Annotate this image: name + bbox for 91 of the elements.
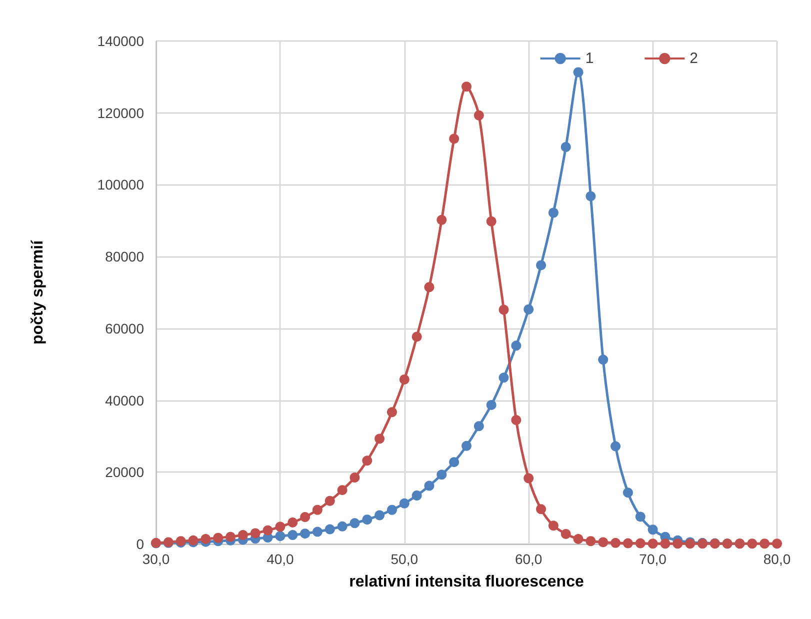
point bbox=[586, 536, 596, 546]
point bbox=[250, 528, 260, 538]
point bbox=[412, 332, 422, 342]
point bbox=[386, 504, 397, 515]
y-axis-title: počty spermií bbox=[30, 240, 46, 345]
point bbox=[462, 82, 472, 92]
point bbox=[424, 480, 434, 491]
y-tick-label: 80000 bbox=[105, 248, 144, 265]
y-tick-label: 140000 bbox=[97, 33, 144, 49]
point bbox=[536, 504, 546, 514]
point bbox=[498, 304, 509, 315]
point bbox=[586, 191, 596, 202]
point bbox=[449, 134, 460, 144]
point bbox=[524, 304, 534, 314]
x-tick-label: 70,0 bbox=[639, 551, 667, 567]
point bbox=[275, 522, 286, 532]
legend-label: 1 bbox=[585, 50, 594, 67]
x-tick-label: 50,0 bbox=[390, 551, 418, 567]
point bbox=[772, 538, 782, 549]
point bbox=[312, 526, 322, 537]
point bbox=[350, 518, 360, 528]
point bbox=[622, 538, 633, 548]
point bbox=[660, 538, 670, 549]
point bbox=[226, 532, 236, 542]
point bbox=[213, 532, 224, 543]
point bbox=[324, 524, 335, 534]
y-tick-label: 20000 bbox=[105, 464, 144, 480]
point bbox=[648, 538, 658, 549]
point bbox=[362, 514, 372, 525]
point bbox=[610, 538, 621, 548]
point bbox=[436, 470, 447, 480]
point bbox=[399, 498, 410, 508]
point bbox=[524, 473, 534, 484]
y-tick-label: 60000 bbox=[105, 320, 144, 336]
point bbox=[374, 434, 385, 444]
point bbox=[498, 372, 509, 383]
point bbox=[337, 521, 348, 532]
point bbox=[511, 340, 522, 351]
point bbox=[300, 528, 310, 539]
point bbox=[312, 504, 322, 515]
point bbox=[462, 440, 472, 451]
point bbox=[598, 537, 608, 548]
point bbox=[362, 456, 372, 466]
y-tick-label: 100000 bbox=[97, 176, 144, 193]
point bbox=[486, 216, 496, 226]
x-axis-title: relativní intensita fluorescence bbox=[349, 574, 584, 590]
point bbox=[262, 525, 273, 536]
point bbox=[548, 520, 558, 531]
point bbox=[238, 530, 248, 540]
point bbox=[436, 214, 447, 225]
point bbox=[386, 407, 397, 418]
point bbox=[536, 260, 546, 270]
point bbox=[610, 441, 621, 452]
y-tick-label: 40000 bbox=[105, 392, 144, 408]
point bbox=[449, 457, 460, 468]
x-tick-label: 80,0 bbox=[763, 551, 791, 567]
point bbox=[573, 534, 584, 544]
point bbox=[573, 67, 584, 78]
point bbox=[399, 374, 410, 384]
x-tick-label: 30,0 bbox=[142, 551, 170, 567]
y-tick-label: 0 bbox=[136, 536, 144, 552]
point bbox=[200, 534, 211, 544]
point bbox=[635, 538, 646, 548]
point bbox=[337, 485, 348, 496]
point bbox=[747, 538, 758, 549]
point bbox=[635, 512, 646, 522]
point bbox=[474, 421, 484, 432]
y-tick-label: 120000 bbox=[97, 104, 144, 121]
point bbox=[324, 496, 335, 506]
x-tick-label: 40,0 bbox=[266, 551, 294, 567]
point bbox=[486, 400, 496, 410]
point bbox=[760, 538, 770, 549]
point bbox=[350, 472, 360, 483]
point bbox=[672, 538, 683, 549]
point bbox=[622, 488, 633, 498]
point bbox=[300, 512, 310, 522]
point bbox=[474, 110, 484, 120]
point bbox=[560, 142, 571, 152]
point bbox=[275, 531, 286, 542]
point bbox=[598, 354, 608, 365]
x-tick-label: 60,0 bbox=[514, 551, 542, 567]
point bbox=[288, 530, 298, 540]
legend-label: 2 bbox=[690, 50, 698, 67]
point bbox=[648, 524, 658, 535]
point bbox=[560, 528, 571, 539]
point bbox=[412, 490, 422, 500]
point bbox=[511, 415, 522, 426]
point bbox=[374, 510, 385, 520]
point bbox=[424, 282, 434, 292]
point bbox=[288, 517, 298, 528]
point bbox=[548, 208, 558, 218]
